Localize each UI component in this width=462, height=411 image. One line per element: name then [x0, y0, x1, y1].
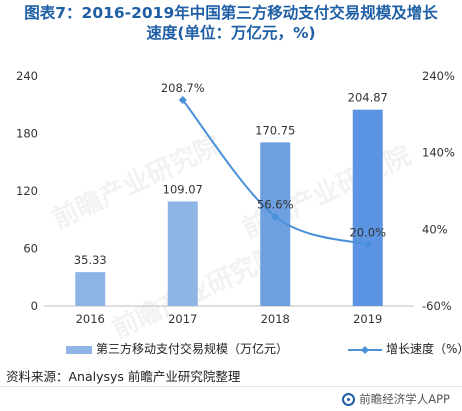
- combo-chart: 前瞻产业研究院前瞻产业研究院前瞻产业研究院 060120180240-60%40…: [16, 69, 455, 340]
- x-tick-label: 2016: [76, 312, 105, 326]
- source-note: 资料来源：Analysys 前瞻产业研究院整理: [6, 369, 241, 384]
- bar: [352, 109, 383, 306]
- legend-line-label: 增长速度（%）: [386, 342, 462, 356]
- brand-name: 前瞻经济学人APP: [359, 392, 450, 406]
- growth-point: [178, 95, 187, 104]
- y-left-tick-label: 120: [16, 184, 38, 198]
- chart-title-line-1: 图表7：2016-2019年中国第三方移动支付交易规模及增长: [24, 4, 438, 22]
- growth-point: [363, 240, 372, 249]
- footer: 前瞻经济学人APP: [0, 386, 462, 411]
- bars: [75, 109, 383, 306]
- y-right-tick-label: 140%: [422, 146, 455, 160]
- growth-point: [271, 212, 280, 221]
- bar-value-label: 204.87: [348, 91, 388, 105]
- growth-value-label: 208.7%: [161, 81, 205, 95]
- x-tick-label: 2017: [168, 312, 197, 326]
- x-tick-label: 2018: [261, 312, 290, 326]
- growth-value-label: 56.6%: [257, 198, 294, 212]
- bar-value-label: 35.33: [74, 253, 107, 267]
- legend-bar-item: 第三方移动支付交易规模（万亿元）: [66, 340, 288, 357]
- axes: 0 60 120 180 240 -60% 40% 140% 240% 2016 2017 2018 2…: [16, 69, 455, 326]
- data-labels: 35.33 109.07 170.75 204.87 208.7% 56.6% 20.0%: [74, 81, 388, 267]
- chart-title-line-2: 速度(单位：万亿元，%): [146, 24, 316, 42]
- legend-bar-label: 第三方移动支付交易规模（万亿元）: [96, 342, 289, 356]
- bar: [75, 272, 106, 306]
- legend-line-item: 增长速度（%）: [296, 340, 462, 357]
- legend: 第三方移动支付交易规模（万亿元） 增长速度（%）: [66, 340, 462, 357]
- bar-value-label: 109.07: [163, 182, 203, 196]
- bar-value-label: 170.75: [255, 123, 295, 137]
- legend-bar-swatch: [66, 345, 92, 354]
- y-left-tick-label: 240: [16, 69, 38, 83]
- bar: [167, 201, 198, 306]
- y-left-tick-label: 60: [23, 242, 38, 256]
- x-tick-label: 2019: [353, 312, 382, 326]
- y-right-tick-label: 40%: [422, 222, 448, 236]
- growth-line: [178, 95, 372, 249]
- brand-logo-icon: [342, 392, 356, 406]
- y-left-tick-label: 180: [16, 127, 38, 141]
- growth-value-label: 20.0%: [349, 226, 386, 240]
- legend-line-swatch: [348, 345, 383, 354]
- chart-title: 图表7：2016-2019年中国第三方移动支付交易规模及增长 速度(单位：万亿元…: [0, 3, 462, 43]
- brand: 前瞻经济学人APP: [342, 391, 450, 407]
- y-right-tick-label: 240%: [422, 69, 455, 83]
- y-left-tick-label: 0: [31, 299, 38, 313]
- y-right-tick-label: -60%: [422, 299, 452, 313]
